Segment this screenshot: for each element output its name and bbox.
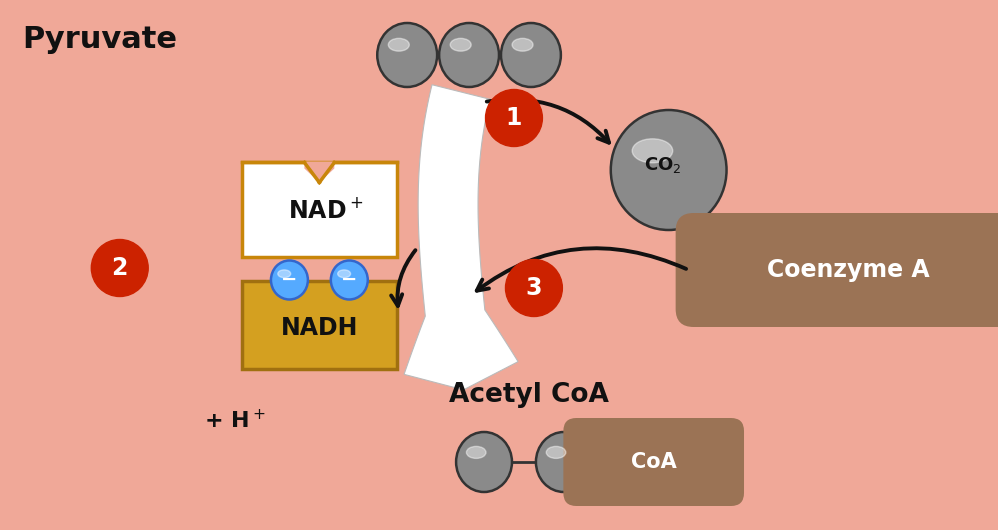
Text: 2: 2 [112,256,128,280]
Ellipse shape [271,261,308,299]
Text: Pyruvate: Pyruvate [22,25,177,54]
Text: −: − [281,269,297,288]
Ellipse shape [512,38,533,51]
Ellipse shape [536,432,592,492]
Ellipse shape [377,23,437,87]
Text: Acetyl CoA: Acetyl CoA [449,382,609,408]
Polygon shape [304,162,334,182]
Ellipse shape [546,446,566,458]
FancyBboxPatch shape [243,163,397,258]
Ellipse shape [277,270,290,278]
Text: CoA: CoA [631,452,677,472]
Ellipse shape [466,446,486,458]
Text: NADH: NADH [280,316,358,340]
Ellipse shape [439,23,499,87]
Ellipse shape [337,270,350,278]
Ellipse shape [388,38,409,51]
FancyBboxPatch shape [676,213,998,327]
Text: 1: 1 [506,106,522,130]
Ellipse shape [450,38,471,51]
Text: 3: 3 [526,276,542,300]
Ellipse shape [331,261,368,299]
Ellipse shape [611,110,727,230]
Text: + H$^+$: + H$^+$ [204,408,265,431]
Polygon shape [404,85,518,390]
Circle shape [506,260,563,316]
FancyBboxPatch shape [243,281,397,369]
Text: CO$_2$: CO$_2$ [644,155,682,175]
Circle shape [486,90,543,146]
FancyBboxPatch shape [563,418,745,506]
Text: NAD$^+$: NAD$^+$ [287,199,363,224]
Text: −: − [341,269,357,288]
Ellipse shape [632,139,673,163]
Circle shape [92,240,149,296]
Text: Coenzyme A: Coenzyme A [767,258,929,282]
Ellipse shape [501,23,561,87]
Ellipse shape [456,432,512,492]
